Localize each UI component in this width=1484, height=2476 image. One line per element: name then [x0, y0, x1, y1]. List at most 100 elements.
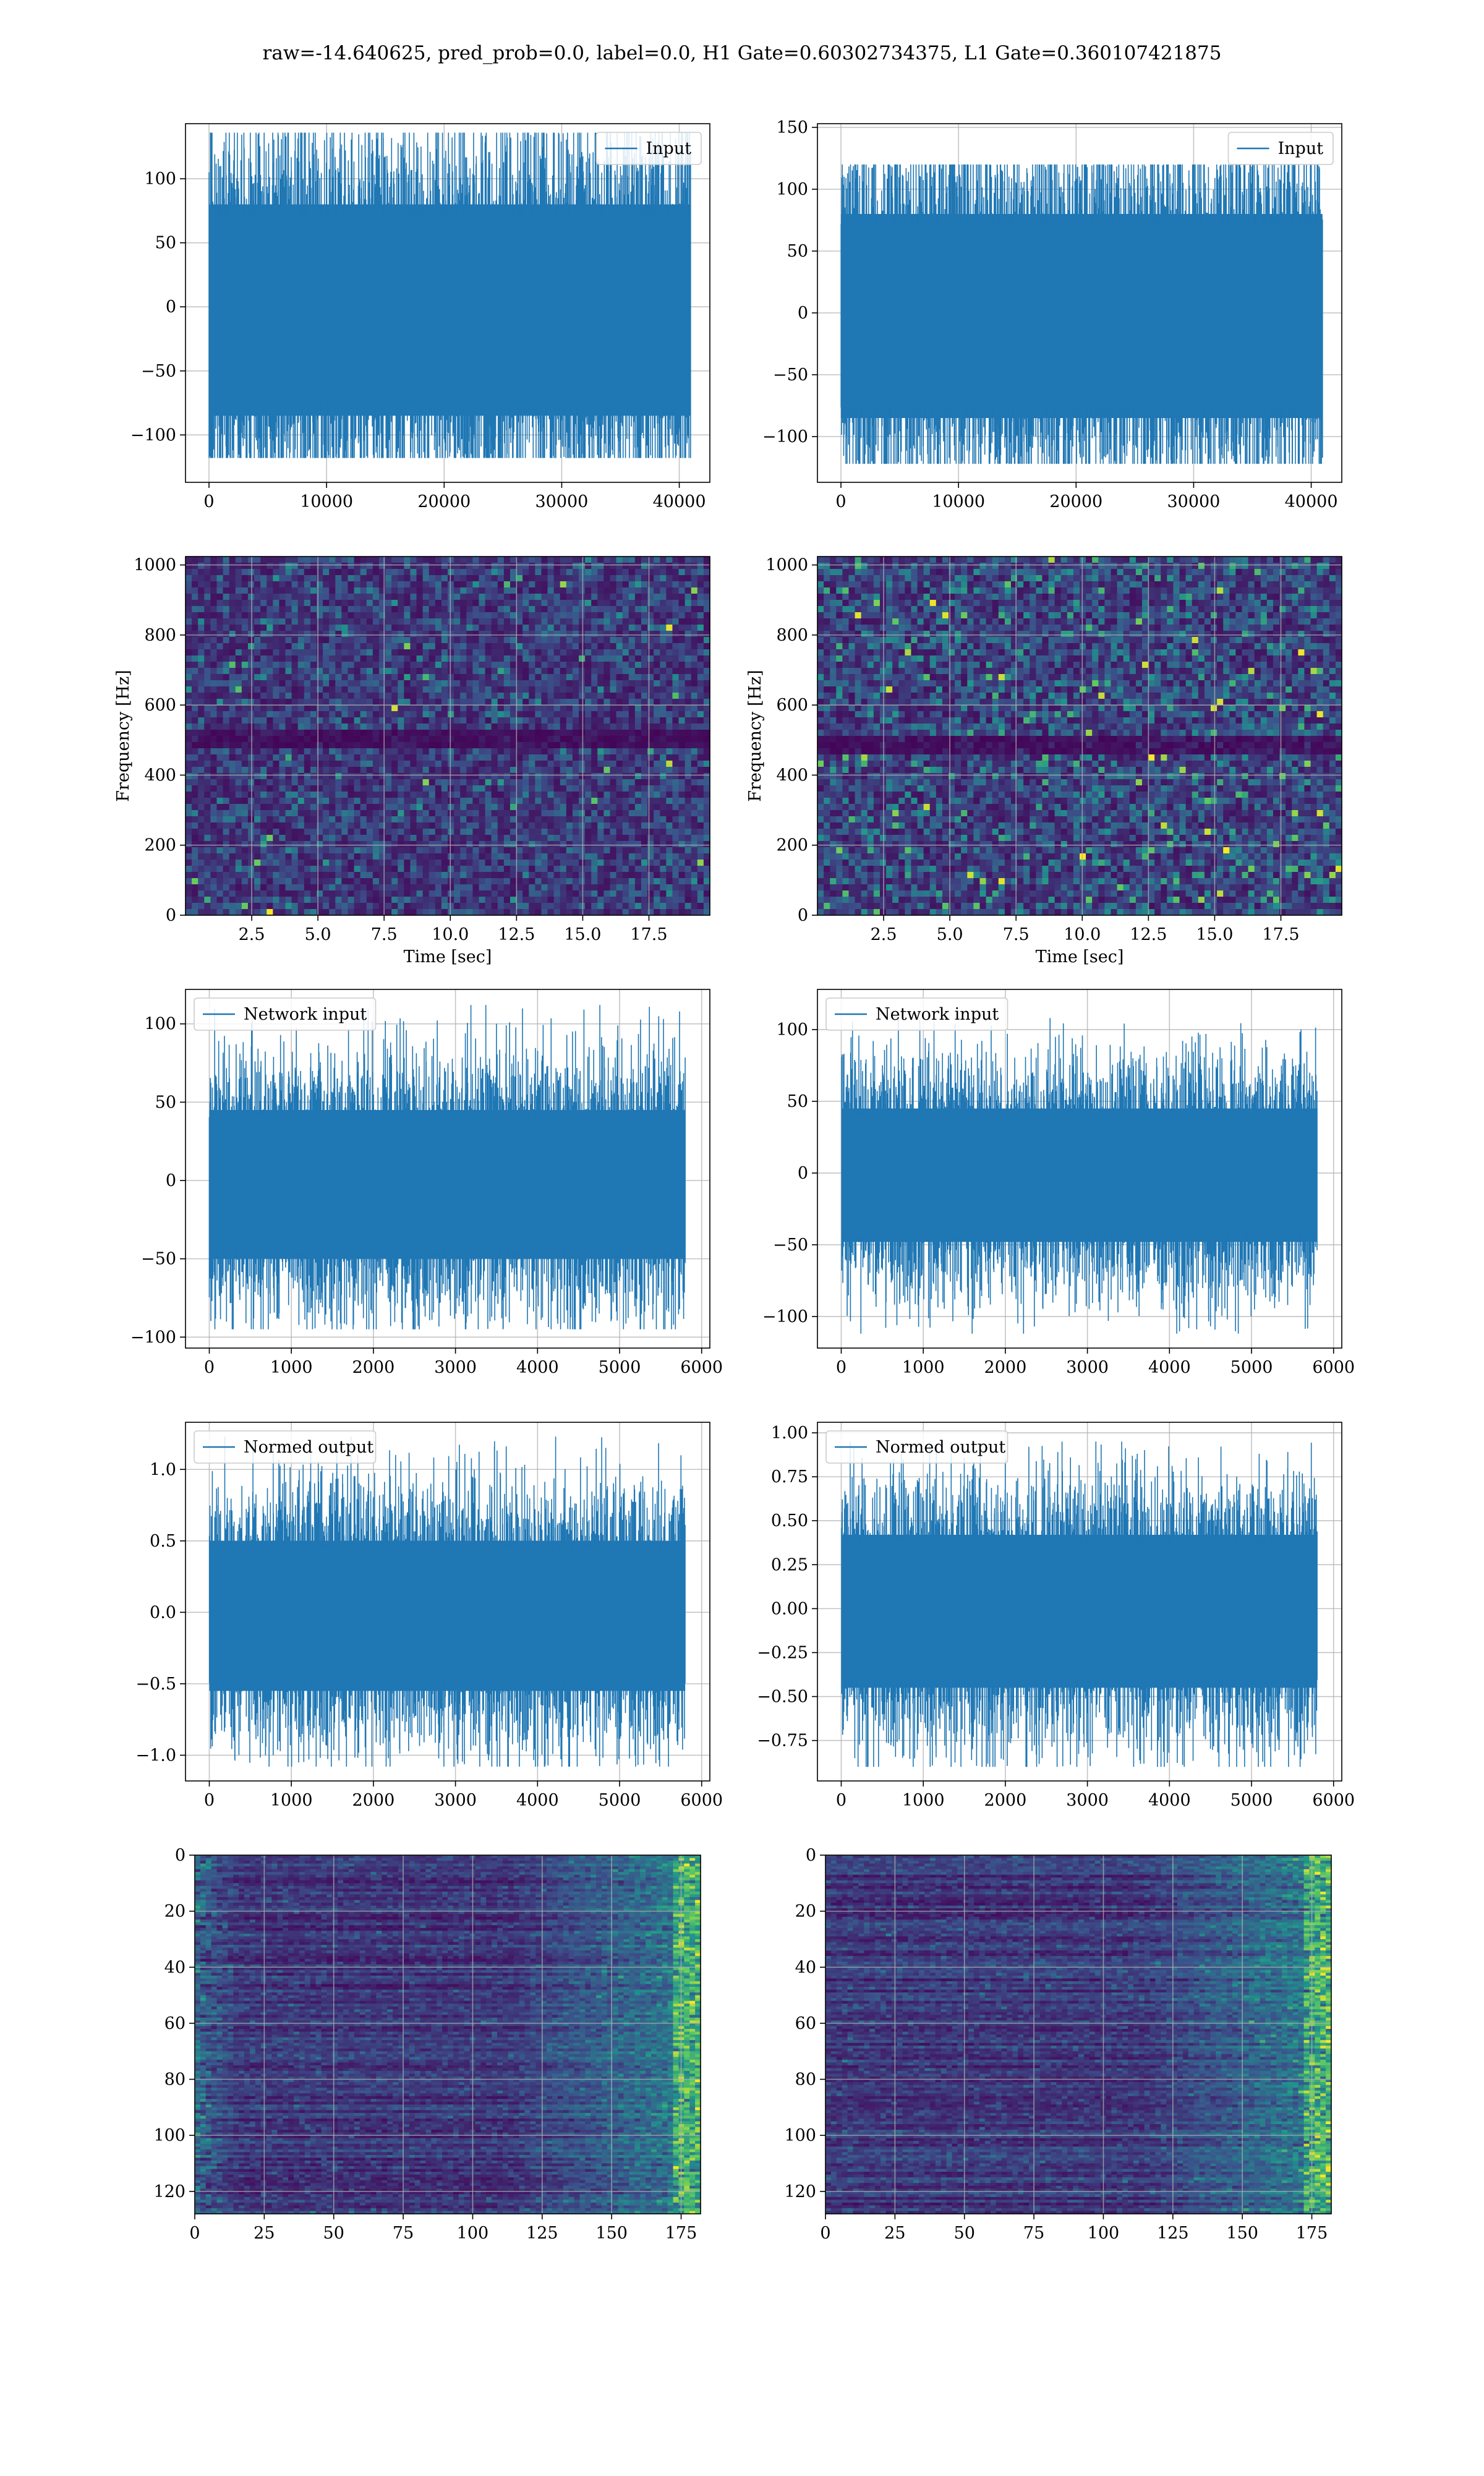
spectrogram-cell — [391, 668, 398, 675]
spectrogram-cell — [635, 897, 642, 903]
spectrogram-cell — [679, 909, 686, 916]
spectrogram-cell — [629, 557, 636, 563]
spectrogram-cell — [660, 563, 667, 570]
spectrogram-cell — [229, 618, 236, 625]
spectrogram-cell — [186, 649, 192, 656]
spectrogram-cell — [435, 890, 442, 897]
spectrogram-cell — [454, 767, 461, 774]
spectrogram-cell — [367, 853, 373, 860]
spectrogram-cell — [573, 816, 579, 823]
spectrogram-cell — [223, 822, 230, 829]
spectrogram-cell — [560, 779, 567, 786]
spectrogram-cell — [560, 686, 567, 693]
spectrogram-cell — [573, 674, 579, 681]
spectrogram-cell — [448, 748, 454, 755]
spectrogram-cell — [210, 792, 217, 798]
spectrogram-cell — [298, 594, 305, 600]
spectrogram-cell — [504, 705, 511, 712]
spectrogram-cell — [273, 754, 279, 761]
spectrogram-cell — [522, 643, 529, 650]
spectrogram-cell — [341, 822, 348, 829]
spectrogram-cell — [236, 897, 242, 903]
spectrogram-cell — [704, 618, 710, 625]
spectrogram-cell — [304, 822, 311, 829]
spectrogram-cell — [373, 600, 380, 607]
spectrogram-cell — [354, 699, 361, 706]
spectrogram-cell — [310, 829, 317, 835]
spectrogram-cell — [647, 724, 654, 730]
spectrogram-cell — [541, 662, 548, 668]
spectrogram-cell — [641, 804, 648, 811]
spectrogram-cell — [186, 705, 192, 712]
spectrogram-cell — [360, 773, 367, 780]
spectrogram-cell — [529, 903, 535, 910]
spectrogram-cell — [510, 612, 517, 619]
spectrogram-cell — [391, 742, 398, 749]
spectrogram-cell — [685, 705, 692, 712]
spectrogram-cell — [210, 625, 217, 631]
spectrogram-cell — [236, 847, 242, 854]
spectrogram-cell — [360, 779, 367, 786]
spectrogram-cell — [273, 890, 279, 897]
spectrogram-cell — [635, 649, 642, 656]
spectrogram-cell — [554, 748, 561, 755]
spectrogram-cell — [691, 686, 698, 693]
spectrogram-cell — [460, 804, 467, 811]
spectrogram-cell — [498, 822, 505, 829]
spectrogram-cell — [817, 557, 824, 563]
spectrogram-cell — [210, 569, 217, 576]
spectrogram-cell — [373, 631, 380, 638]
spectrogram-cell — [548, 847, 555, 854]
spectrogram-cell — [697, 662, 704, 668]
spectrogram-cell — [548, 655, 555, 662]
spectrogram-cell — [417, 600, 424, 607]
spectrogram-cell — [704, 804, 710, 811]
spectrogram-cell — [566, 569, 573, 576]
spectrogram-cell — [354, 581, 361, 588]
spectrogram-cell — [273, 878, 279, 885]
spectrogram-cell — [292, 890, 299, 897]
spectrogram-cell — [373, 878, 380, 885]
spectrogram-cell — [460, 785, 467, 792]
spectrogram-cell — [310, 631, 317, 638]
spectrogram-cell — [373, 903, 380, 910]
spectrogram-cell — [348, 810, 354, 817]
spectrogram-cell — [522, 767, 529, 774]
spectrogram-cell — [522, 779, 529, 786]
spectrogram-cell — [485, 773, 492, 780]
spectrogram-cell — [466, 631, 473, 638]
spectrogram-cell — [310, 884, 317, 891]
spectrogram-cell — [623, 767, 629, 774]
spectrogram-cell — [423, 785, 430, 792]
spectrogram-cell — [310, 563, 317, 570]
spectrogram-cell — [579, 835, 586, 842]
spectrogram-cell — [273, 835, 279, 842]
spectrogram-cell — [410, 581, 417, 588]
spectrogram-cell — [573, 903, 579, 910]
spectrogram-cell — [254, 829, 261, 835]
spectrogram-cell — [329, 884, 336, 891]
spectrogram-cell — [672, 835, 679, 842]
spectrogram-cell — [635, 798, 642, 805]
spectrogram-cell — [216, 631, 223, 638]
spectrogram-cell — [516, 705, 523, 712]
spectrogram-cell — [204, 872, 211, 879]
spectrogram-cell — [242, 792, 249, 798]
spectrogram-cell — [529, 587, 535, 594]
spectrogram-cell — [254, 693, 261, 699]
spectrogram-cell — [204, 792, 211, 798]
spectrogram-cell — [479, 693, 485, 699]
spectrogram-cell — [404, 655, 411, 662]
spectrogram-cell — [360, 618, 367, 625]
spectrogram-cell — [429, 829, 436, 835]
spectrogram-cell — [610, 557, 616, 563]
spectrogram-cell — [548, 792, 555, 798]
spectrogram-cell — [323, 655, 330, 662]
spectrogram-cell — [597, 748, 604, 755]
spectrogram-cell — [216, 841, 223, 848]
spectrogram-cell — [323, 594, 330, 600]
spectrogram-cell — [210, 872, 217, 879]
spectrogram-cell — [379, 890, 386, 897]
spectrogram-cell — [516, 649, 523, 656]
spectrogram-cell — [373, 742, 380, 749]
